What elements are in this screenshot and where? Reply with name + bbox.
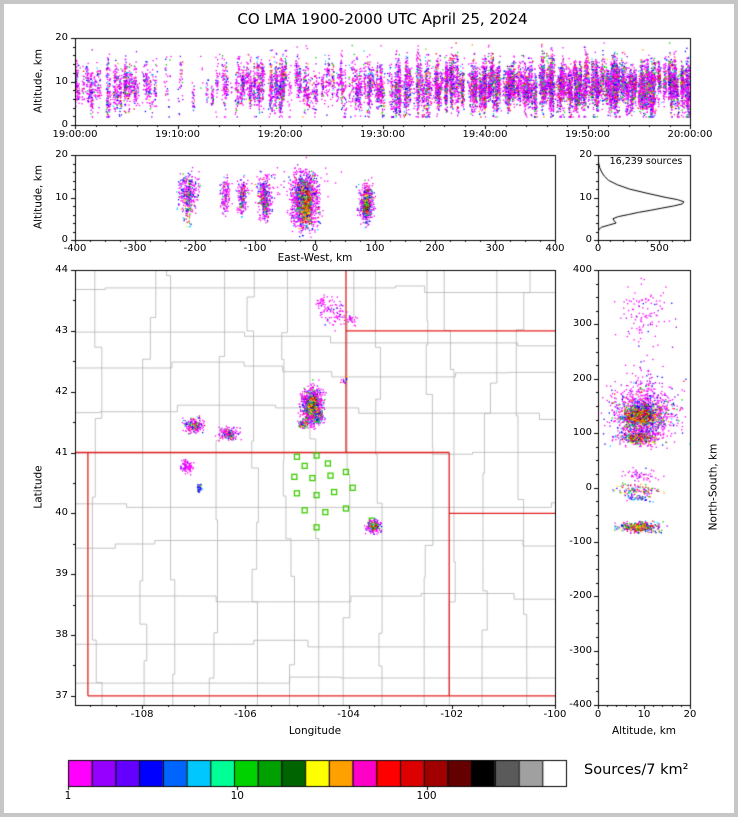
tick-label: 42	[55, 385, 68, 397]
tick-label: 0	[585, 481, 592, 493]
tick-label: -100	[569, 535, 592, 547]
tick-label: -200	[569, 590, 592, 601]
tick-label: 0	[311, 243, 319, 254]
east-west-axis-label: East-West, km	[277, 252, 353, 264]
tick-label: 19:30:00	[360, 129, 405, 140]
tick-label: -106	[233, 709, 257, 720]
tick-label: 100	[416, 790, 437, 802]
tick-label: 19:20:00	[257, 129, 303, 140]
tick-label: 1	[64, 790, 72, 802]
tick-label: 20	[683, 709, 697, 720]
tick-label: 37	[55, 689, 68, 701]
tick-label: -400	[569, 698, 592, 710]
tick-label: 300	[572, 318, 592, 330]
tick-label: -300	[569, 644, 592, 656]
tick-label: 19:40:00	[462, 129, 508, 140]
tick-label: 0	[61, 118, 68, 130]
tick-label: 44	[55, 263, 68, 275]
tick-label: -108	[130, 709, 154, 720]
tick-label: -100	[243, 243, 267, 254]
tick-label: 0	[594, 709, 602, 720]
tick-label: 38	[55, 628, 68, 640]
tick-label: 10	[55, 75, 68, 87]
time-panel-altitude-axis-label: Altitude, km	[32, 48, 45, 114]
tick-label: 10	[230, 790, 244, 802]
colorbar-label: Sources/7 km²	[584, 762, 689, 778]
tick-label: -300	[123, 243, 147, 254]
tick-label: -400	[63, 243, 87, 254]
figure-title: CO LMA 1900-2000 UTC April 25, 2024	[237, 10, 528, 28]
tick-label: 40	[55, 507, 68, 519]
tick-label: 20:00:00	[667, 129, 713, 140]
tick-label: 300	[485, 243, 505, 254]
histogram-total-sources-annotation: 16,239 sources	[609, 156, 683, 167]
tick-label: 20	[579, 148, 592, 160]
tick-label: 0	[61, 233, 68, 245]
tick-label: 19:50:00	[565, 129, 610, 140]
tick-label: -200	[183, 243, 207, 254]
ew-panel-altitude-axis-label: Altitude, km	[32, 164, 45, 230]
tick-label: 400	[545, 243, 565, 254]
tick-label: 10	[579, 191, 592, 203]
tick-label: 200	[572, 372, 592, 384]
tick-label: 100	[572, 426, 592, 438]
tick-label: 20	[55, 31, 68, 43]
tick-label: 20	[55, 148, 68, 160]
tick-label: -100	[543, 709, 567, 720]
tick-label: 10	[637, 709, 651, 720]
tick-label: 500	[649, 243, 669, 254]
ns-panel-altitude-axis-label: Altitude, km	[611, 725, 677, 737]
tick-label: 39	[55, 567, 68, 579]
tick-label: 400	[572, 263, 592, 275]
longitude-axis-label: Longitude	[288, 725, 342, 737]
tick-label: 0	[585, 233, 592, 245]
tick-label: -104	[337, 709, 360, 720]
tick-label: 41	[55, 446, 68, 458]
tick-label: 19:10:00	[155, 129, 200, 140]
north-south-axis-label: North-South, km	[707, 443, 720, 531]
tick-label: 19:00:00	[52, 129, 98, 140]
tick-label: 100	[365, 243, 385, 254]
tick-label: 200	[425, 243, 445, 254]
latitude-axis-label: Latitude	[32, 465, 45, 509]
tick-label: 43	[55, 324, 68, 336]
tick-label: -102	[440, 709, 464, 720]
tick-label: 10	[55, 191, 68, 203]
tick-label: 0	[594, 243, 602, 254]
